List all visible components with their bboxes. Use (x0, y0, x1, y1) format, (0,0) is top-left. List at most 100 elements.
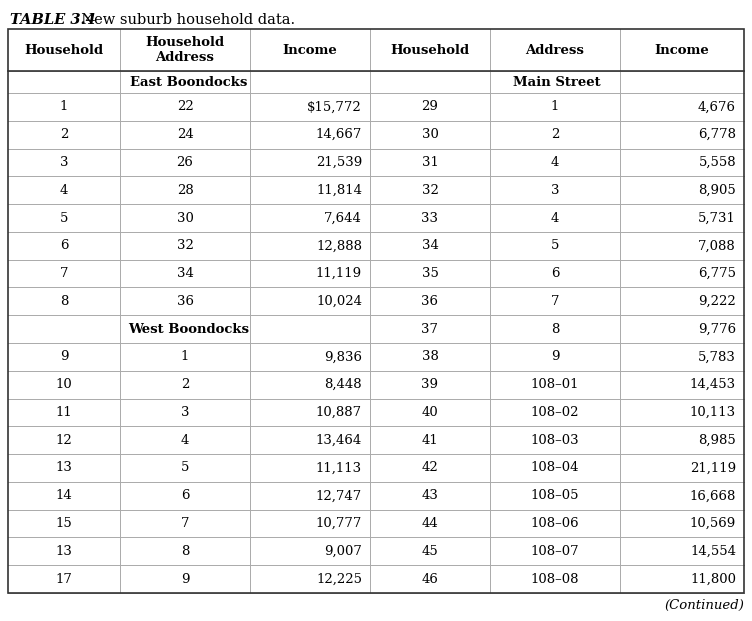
Text: 6,775: 6,775 (698, 267, 736, 280)
Text: East Boondocks: East Boondocks (130, 76, 247, 89)
Text: 24: 24 (177, 128, 193, 141)
Text: West Boondocks: West Boondocks (129, 323, 250, 335)
Text: 30: 30 (177, 212, 193, 225)
Text: Household: Household (24, 43, 104, 57)
Text: 2: 2 (60, 128, 68, 141)
Text: 42: 42 (422, 461, 438, 474)
Text: 30: 30 (422, 128, 438, 141)
Text: 5,731: 5,731 (698, 212, 736, 225)
Text: 4: 4 (550, 212, 559, 225)
Text: Household: Household (390, 43, 469, 57)
Text: 46: 46 (422, 573, 438, 586)
Text: 22: 22 (177, 101, 193, 114)
Text: 21,539: 21,539 (316, 156, 362, 169)
Text: 11,800: 11,800 (690, 573, 736, 586)
Text: 1: 1 (180, 350, 190, 363)
Text: 14,453: 14,453 (690, 378, 736, 391)
Text: 7: 7 (550, 295, 559, 308)
Text: 9,836: 9,836 (324, 350, 362, 363)
Text: 10,113: 10,113 (690, 406, 736, 419)
Text: 3: 3 (59, 156, 68, 169)
Text: 7: 7 (59, 267, 68, 280)
Text: TABLE 3.4: TABLE 3.4 (10, 13, 96, 27)
Text: 37: 37 (422, 323, 438, 335)
Text: 11: 11 (56, 406, 72, 419)
Text: 3: 3 (550, 184, 559, 197)
Text: 108–05: 108–05 (531, 489, 579, 502)
Text: 6: 6 (59, 239, 68, 252)
Text: 31: 31 (422, 156, 438, 169)
Text: 4,676: 4,676 (698, 101, 736, 114)
Text: 17: 17 (56, 573, 72, 586)
Text: 5,558: 5,558 (699, 156, 736, 169)
Text: 14,554: 14,554 (690, 545, 736, 558)
Text: 10,024: 10,024 (316, 295, 362, 308)
Text: 9,007: 9,007 (324, 545, 362, 558)
Text: 8: 8 (180, 545, 190, 558)
Text: 108–01: 108–01 (531, 378, 579, 391)
Text: 6: 6 (550, 267, 559, 280)
Text: 12: 12 (56, 433, 72, 446)
Text: 108–03: 108–03 (531, 433, 579, 446)
Text: 32: 32 (177, 239, 193, 252)
Text: 5: 5 (550, 239, 559, 252)
Text: 12,747: 12,747 (316, 489, 362, 502)
Text: 8,448: 8,448 (324, 378, 362, 391)
Text: 43: 43 (422, 489, 438, 502)
Text: 9: 9 (180, 573, 190, 586)
Text: 40: 40 (422, 406, 438, 419)
Text: 11,814: 11,814 (316, 184, 362, 197)
Text: 34: 34 (422, 239, 438, 252)
Text: 7,088: 7,088 (699, 239, 736, 252)
Text: 5: 5 (60, 212, 68, 225)
Text: 14: 14 (56, 489, 72, 502)
Text: 38: 38 (422, 350, 438, 363)
Text: 29: 29 (422, 101, 438, 114)
Text: 108–06: 108–06 (531, 517, 579, 530)
Text: 9,776: 9,776 (698, 323, 736, 335)
Text: 108–02: 108–02 (531, 406, 579, 419)
Text: 4: 4 (180, 433, 190, 446)
Text: Household
Address: Household Address (145, 36, 225, 64)
Text: 36: 36 (422, 295, 438, 308)
Text: 9: 9 (550, 350, 559, 363)
Text: $15,772: $15,772 (308, 101, 362, 114)
Text: 12,888: 12,888 (316, 239, 362, 252)
Text: 13,464: 13,464 (316, 433, 362, 446)
Text: 6,778: 6,778 (698, 128, 736, 141)
Text: 2: 2 (550, 128, 559, 141)
Text: 10,887: 10,887 (316, 406, 362, 419)
Text: 8,905: 8,905 (699, 184, 736, 197)
Text: 14,667: 14,667 (316, 128, 362, 141)
Text: 11,113: 11,113 (316, 461, 362, 474)
Text: Main Street: Main Street (513, 76, 601, 89)
Text: 34: 34 (177, 267, 193, 280)
Text: 108–07: 108–07 (531, 545, 579, 558)
Text: 7: 7 (180, 517, 190, 530)
Text: 108–04: 108–04 (531, 461, 579, 474)
Text: 44: 44 (422, 517, 438, 530)
Text: 11,119: 11,119 (316, 267, 362, 280)
Text: New suburb household data.: New suburb household data. (72, 13, 295, 27)
Text: 6: 6 (180, 489, 190, 502)
Text: 28: 28 (177, 184, 193, 197)
Text: 2: 2 (180, 378, 190, 391)
Text: 4: 4 (550, 156, 559, 169)
Text: Income: Income (655, 43, 709, 57)
Text: 45: 45 (422, 545, 438, 558)
Text: 32: 32 (422, 184, 438, 197)
Text: 35: 35 (422, 267, 438, 280)
Text: 8: 8 (550, 323, 559, 335)
Text: 15: 15 (56, 517, 72, 530)
Text: 10: 10 (56, 378, 72, 391)
Text: 1: 1 (60, 101, 68, 114)
Text: 3: 3 (180, 406, 190, 419)
Text: 7,644: 7,644 (324, 212, 362, 225)
Text: Address: Address (526, 43, 584, 57)
Text: 16,668: 16,668 (690, 489, 736, 502)
Text: 12,225: 12,225 (316, 573, 362, 586)
Text: 13: 13 (56, 545, 72, 558)
Text: 9,222: 9,222 (699, 295, 736, 308)
Text: 36: 36 (177, 295, 193, 308)
Text: 9: 9 (59, 350, 68, 363)
